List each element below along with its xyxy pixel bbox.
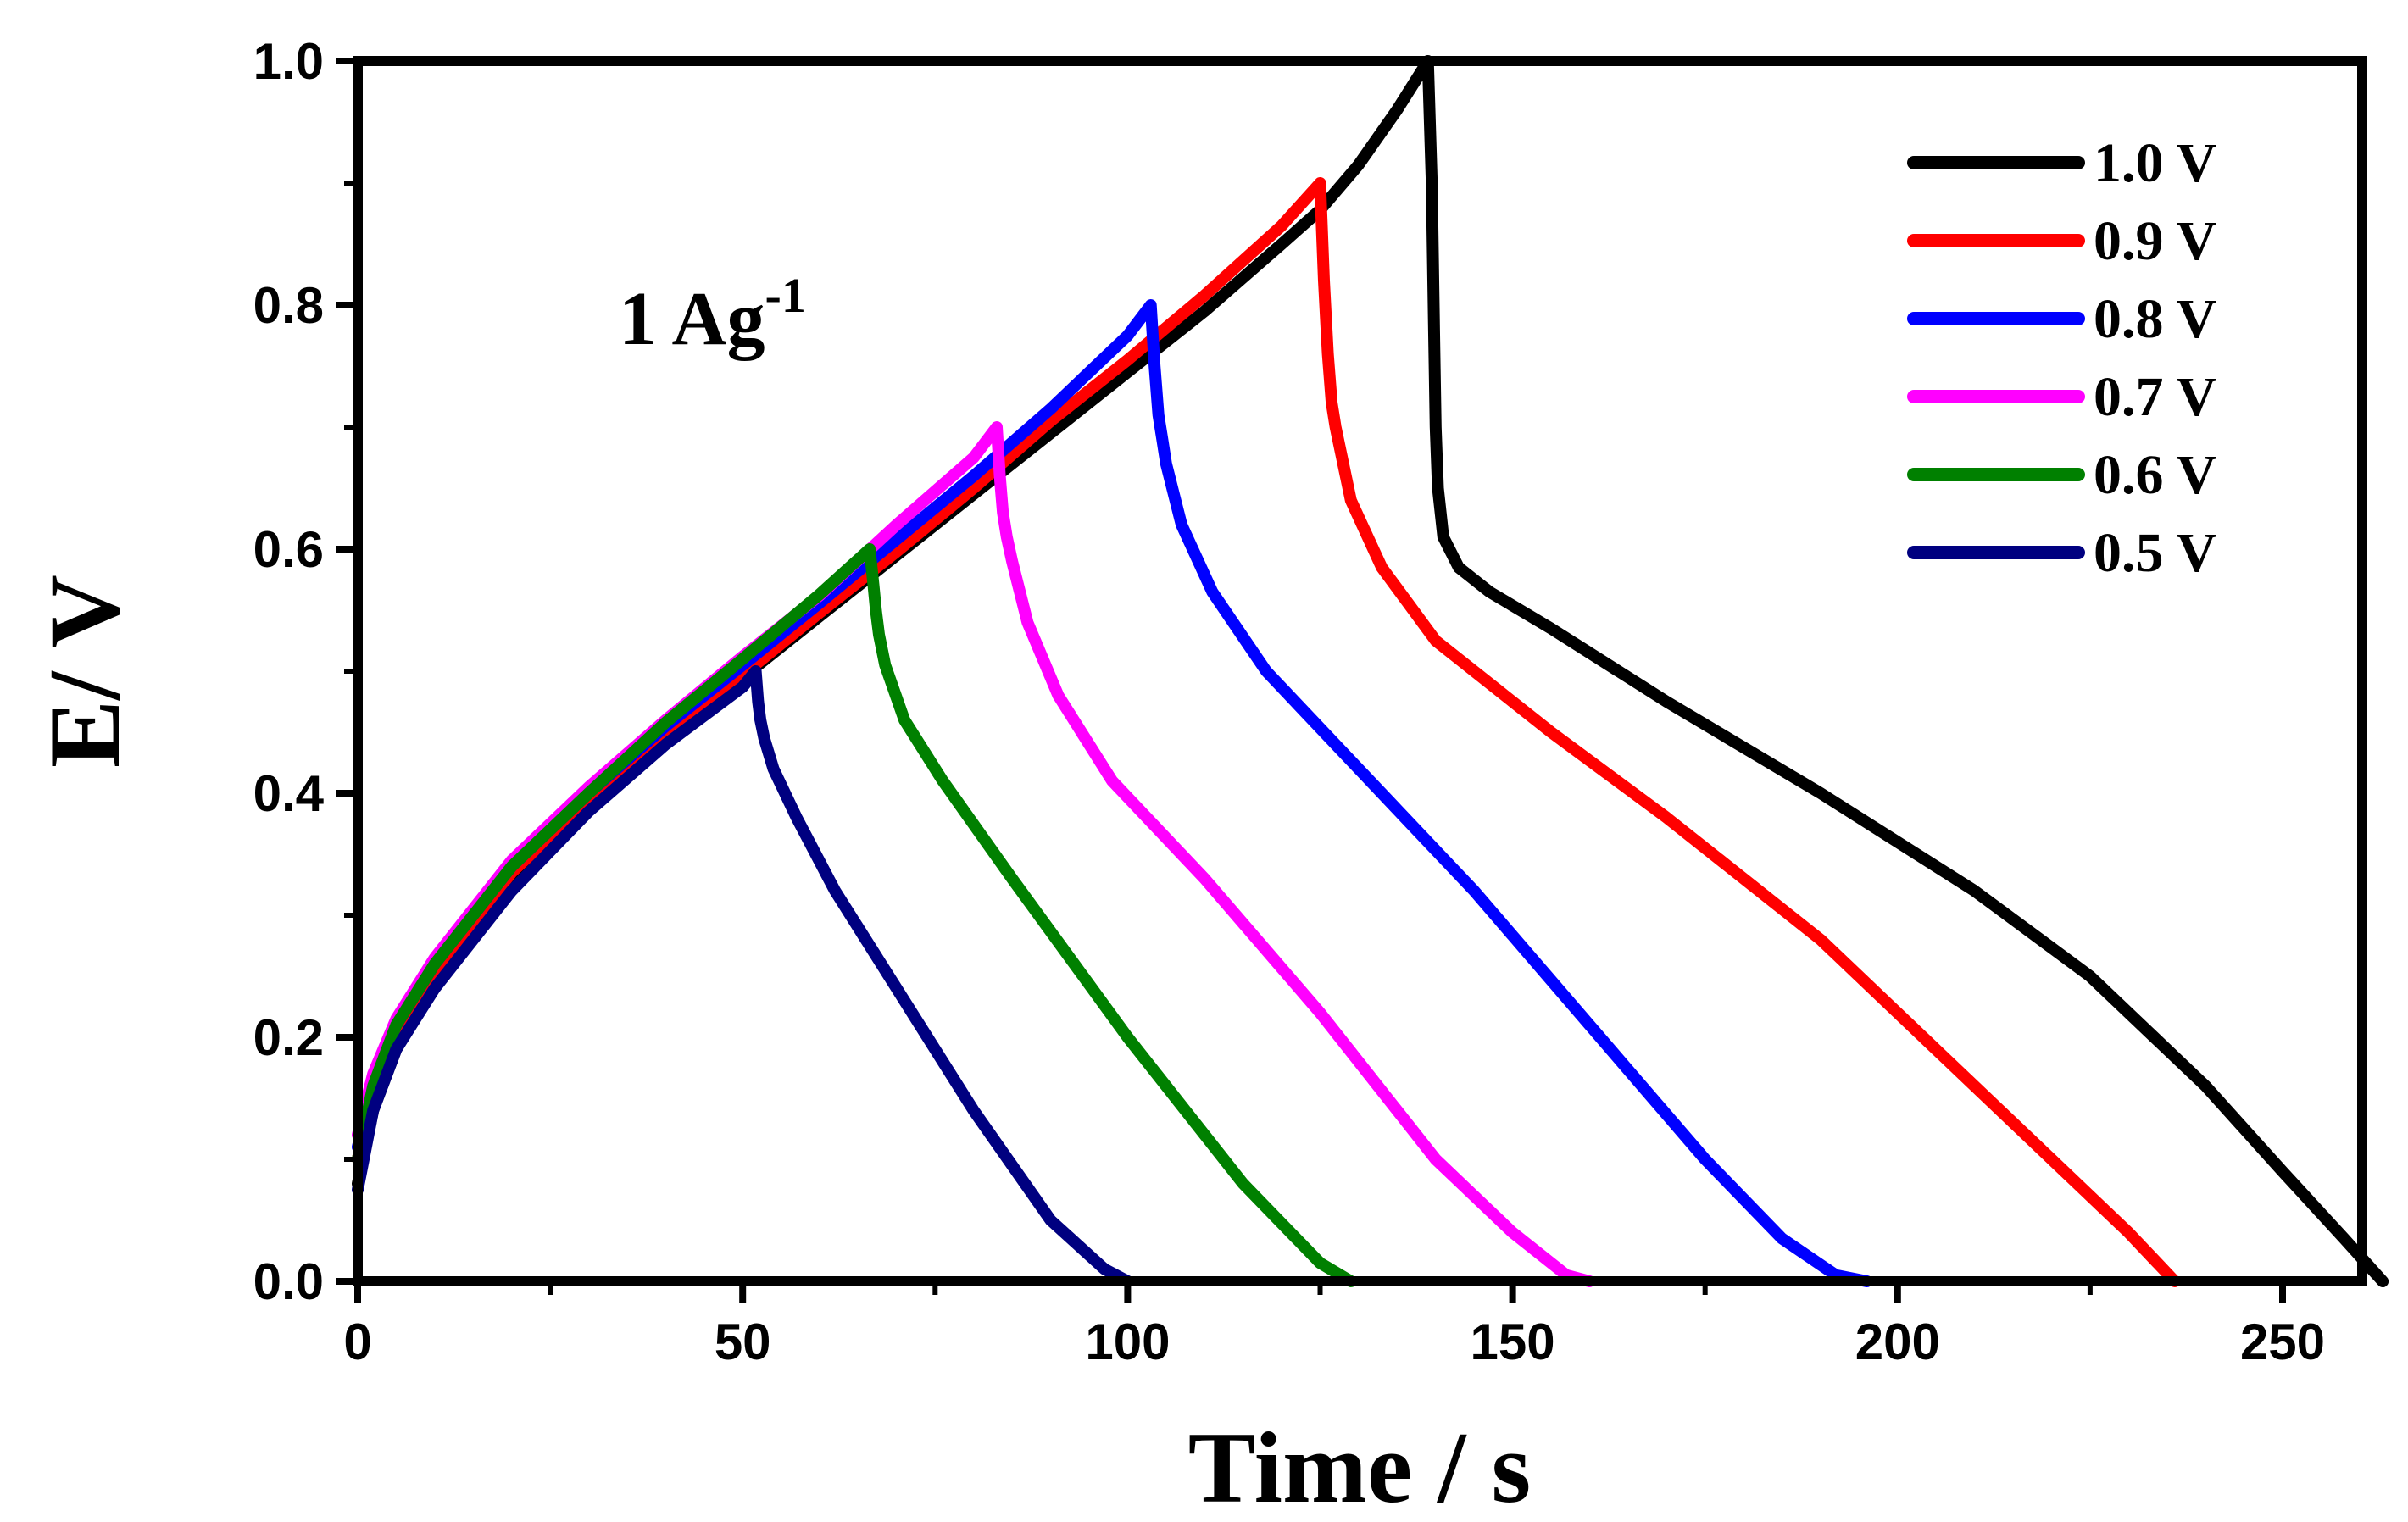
y-tick-label: 0.0: [253, 1253, 324, 1310]
x-tick-label: 100: [1085, 1314, 1170, 1370]
series-layer: [352, 55, 2389, 1287]
current-density-annotation: 1 Ag-1: [619, 268, 806, 361]
legend: 1.0 V 0.9 V 0.8 V 0.7 V 0.6 V 0.5 V: [1907, 132, 2216, 584]
y-axis: 0.0 0.2 0.4 0.6 0.8 1.0: [253, 33, 358, 1310]
x-axis-title: Time / s: [1188, 1411, 1531, 1522]
y-tick-label: 0.6: [253, 521, 324, 578]
y-tick-label: 0.4: [253, 765, 325, 822]
annotation-superscript: -1: [765, 268, 806, 323]
legend-label: 0.7 V: [2094, 366, 2216, 428]
y-tick-label: 0.2: [253, 1009, 324, 1066]
x-axis: 0 50 100 150 200 250: [343, 1281, 2325, 1370]
series-line-0-6-V: [352, 543, 1357, 1287]
legend-label: 0.5 V: [2094, 522, 2216, 584]
y-tick-label: 1.0: [253, 33, 324, 90]
x-tick-label: 200: [1855, 1314, 1940, 1370]
y-axis-title: E/ V: [28, 575, 141, 768]
x-tick-label: 0: [343, 1314, 371, 1370]
legend-label: 1.0 V: [2094, 132, 2216, 194]
x-tick-label: 150: [1471, 1314, 1555, 1370]
annotation-text: 1 Ag: [619, 277, 765, 361]
x-tick-label: 50: [715, 1314, 771, 1370]
y-tick-label: 0.8: [253, 277, 324, 334]
x-tick-label: 250: [2240, 1314, 2325, 1370]
series-line-0-5-V: [352, 665, 1134, 1287]
legend-label: 0.6 V: [2094, 444, 2216, 506]
legend-label: 0.8 V: [2094, 288, 2216, 350]
legend-label: 0.9 V: [2094, 210, 2216, 272]
